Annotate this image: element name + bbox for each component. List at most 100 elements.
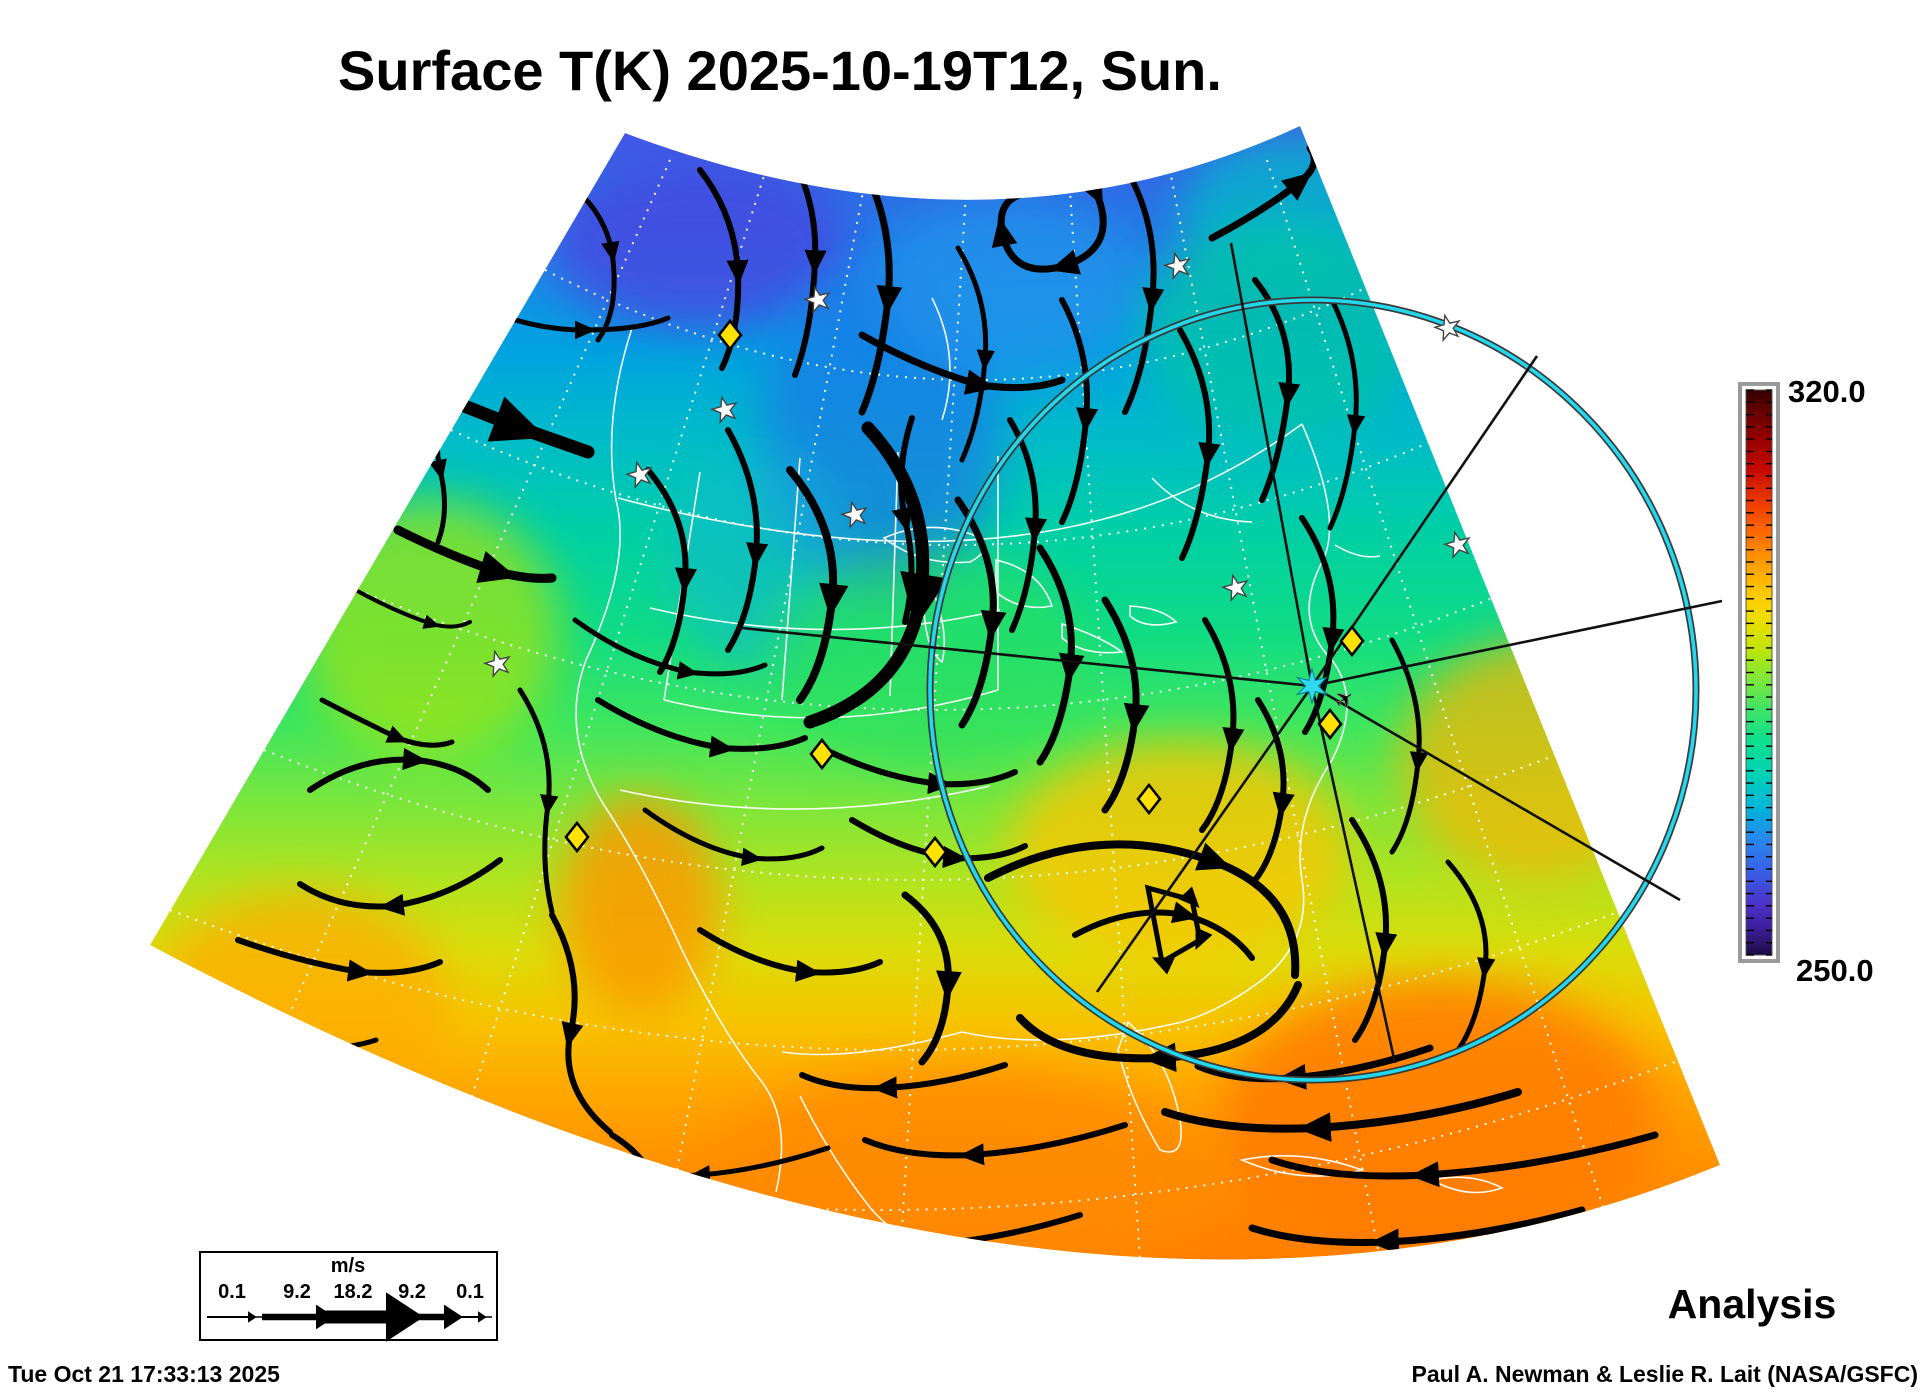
wind-streamline <box>572 617 768 680</box>
wind-streamline <box>984 840 1300 979</box>
temperature-anomaly-patch <box>150 890 450 1130</box>
wind-streamline <box>192 1092 464 1136</box>
temperature-colorbar: 320.0 250.0 <box>1738 374 1874 988</box>
azimuth-ray-line <box>1311 599 1723 688</box>
temperature-anomaly-patch <box>560 795 720 1015</box>
legend-value: 9.2 <box>283 1281 311 1303</box>
wind-streamline <box>1327 297 1366 531</box>
longitude-gridline <box>419 159 770 1260</box>
wind-streamline <box>1059 297 1099 525</box>
legend-arrowhead-icon <box>248 1311 257 1323</box>
wind-streamline <box>642 807 825 866</box>
white-star-marker <box>1220 573 1249 603</box>
station-diamond-marker <box>922 835 948 869</box>
wind-streamline <box>595 697 808 758</box>
coast-state-boundary <box>1129 605 1178 626</box>
station-diamond-marker <box>1136 782 1162 816</box>
wind-streamline <box>297 857 503 916</box>
colorbar-max-label: 320.0 <box>1788 374 1866 409</box>
colorbar-min-label: 250.0 <box>1796 953 1874 988</box>
wind-streamline <box>862 1122 1128 1166</box>
range-circle <box>928 298 1698 1082</box>
wind-streamline <box>954 496 1007 729</box>
wind-streamline <box>1445 859 1496 1053</box>
temperature-anomaly-patch <box>1400 640 1680 880</box>
wind-streamline <box>901 891 962 1066</box>
white-star-marker <box>1432 313 1461 343</box>
legend-wind-arrows-icon <box>207 1292 492 1342</box>
wind-streamline <box>319 697 455 748</box>
white-star-marker <box>802 285 831 315</box>
longitude-gridline <box>659 159 870 1260</box>
azimuth-ray-line <box>1229 242 1314 687</box>
wind-streamline <box>1016 981 1302 1073</box>
wind-streamline <box>1007 417 1048 633</box>
wind-streamline <box>1248 1206 1586 1255</box>
station-diamond-marker <box>717 318 743 352</box>
coast-state-boundary <box>619 785 991 810</box>
wind-streamline <box>1268 1131 1659 1188</box>
wind-streamline <box>235 937 443 982</box>
latitude-gridline <box>357 589 1513 711</box>
legend-arrowhead-icon <box>478 1311 487 1323</box>
legend-value: 0.1 <box>218 1281 246 1303</box>
wind-streamline <box>1122 169 1165 415</box>
wind-streamline <box>1144 888 1200 962</box>
white-star-marker <box>839 500 868 530</box>
coast-state-boundary <box>931 297 951 421</box>
wind-streamline <box>1389 637 1429 855</box>
wind-streamline <box>393 525 557 583</box>
temperature-field-layer <box>150 126 1720 1260</box>
analysis-label: Analysis <box>1668 1281 1837 1327</box>
coast-state-boundary <box>575 327 783 1193</box>
wind-speed-legend: m/s 0.1 9.2 18.2 9.2 0.1 <box>199 1251 498 1342</box>
wind-streamline <box>645 467 698 675</box>
station-diamond-marker <box>1317 707 1343 741</box>
page-title: Surface T(K) 2025-10-19T12, Sun. <box>338 39 1222 102</box>
wind-streamline <box>1349 817 1398 1043</box>
legend-value: 18.2 <box>334 1281 373 1303</box>
wind-streamline <box>1036 544 1085 766</box>
white-star-marker <box>709 395 738 425</box>
wind-streamline <box>858 331 1066 395</box>
wind-streamline <box>1199 617 1245 833</box>
wind-streamline <box>799 1062 1008 1099</box>
coast-state-boundary <box>1334 544 1381 558</box>
longitude-gridline <box>1067 159 1141 1260</box>
wind-streamline <box>1252 697 1295 883</box>
temperature-anomaly-patch <box>1220 980 1660 1260</box>
wind-streamline <box>955 245 996 463</box>
wind-streamline <box>697 927 883 982</box>
azimuth-ray-line <box>1311 684 1681 902</box>
temperature-anomaly-patch <box>300 500 560 760</box>
coast-state-boundary <box>781 457 801 701</box>
wind-streamline <box>786 466 849 704</box>
white-star-marker <box>624 460 653 490</box>
station-diamond-marker <box>809 737 835 771</box>
coast-state-boundary <box>995 558 1054 609</box>
longitude-gridline <box>899 159 969 1260</box>
political-boundaries-layer <box>575 297 1504 1253</box>
white-star-marker <box>482 649 511 679</box>
wind-streamline <box>849 817 1028 869</box>
wind-streamline <box>517 687 559 915</box>
temperature-anomaly-patch <box>550 160 850 330</box>
longitude-gridline <box>1266 159 1621 1260</box>
legend-value: 0.1 <box>456 1281 484 1303</box>
wind-streamline <box>803 421 948 729</box>
station-diamond-marker <box>564 820 590 854</box>
wind-streamline <box>1177 327 1221 561</box>
wind-streamline <box>725 427 769 653</box>
station-diamond-marker <box>1339 624 1365 658</box>
azimuth-ray-line <box>1310 685 1397 1064</box>
white-star-marker <box>1442 530 1471 560</box>
station-overlay-layer: ✈ <box>482 242 1723 1084</box>
wind-streamline <box>858 161 903 416</box>
coast-state-boundary <box>1429 1176 1504 1194</box>
colorbar-ticks <box>1746 389 1772 956</box>
legend-units-label: m/s <box>331 1255 365 1277</box>
wind-streamline <box>1161 1088 1522 1142</box>
legend-value-labels: 0.1 9.2 18.2 9.2 0.1 <box>218 1281 484 1303</box>
